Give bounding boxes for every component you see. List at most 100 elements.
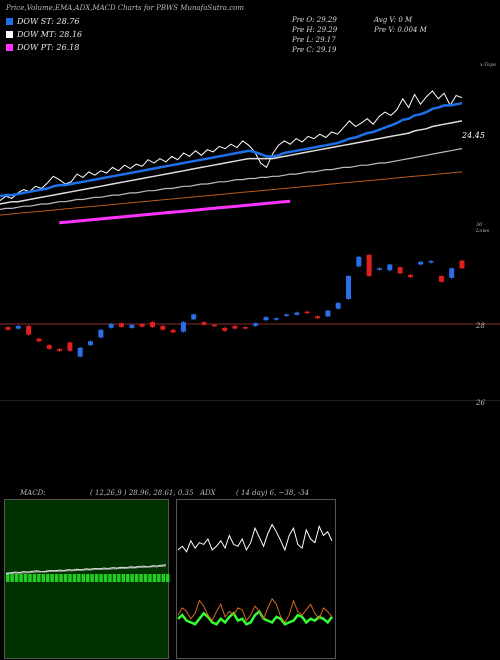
candle	[77, 347, 83, 357]
macd-histogram-bar	[77, 574, 81, 582]
candle	[160, 325, 166, 330]
macd-histogram-bar	[41, 574, 46, 582]
macd-histogram-bar	[126, 574, 130, 582]
adx-values: ( 14 day) 6, ~38, -34	[236, 489, 310, 497]
candle	[418, 261, 424, 265]
candle	[119, 323, 124, 327]
candle	[201, 322, 207, 325]
adx-adx-line	[177, 523, 333, 553]
series-ema-mid	[0, 120, 463, 205]
macd-histogram-bar	[157, 574, 161, 582]
candle	[57, 349, 63, 351]
series-ema-slow	[0, 148, 463, 211]
candle	[180, 322, 186, 332]
macd-histogram-bar	[161, 574, 166, 582]
series-price	[0, 90, 463, 202]
candle	[397, 267, 403, 274]
macd-histogram-bar	[117, 574, 121, 582]
candle	[191, 314, 197, 320]
upper-corner-label: x-Tops	[480, 62, 496, 68]
candle	[335, 302, 341, 309]
legend-dow-pt: DOW PT: 26.18	[6, 43, 79, 52]
candle	[294, 312, 300, 315]
candle	[459, 260, 465, 269]
candle	[36, 338, 42, 342]
candle	[108, 324, 114, 328]
macd-histogram-bar	[139, 574, 143, 582]
legend-label-pt: DOW PT: 26.18	[17, 43, 80, 52]
macd-values: ( 12,26,9 ) 28.96, 28.61, 0.35	[90, 489, 194, 497]
prev-volume: Pre V: 0.004 M	[374, 26, 427, 34]
macd-histogram-bar	[90, 574, 94, 582]
y-tick-1: 26	[475, 399, 485, 407]
candle	[263, 317, 269, 321]
macd-histogram-bar	[10, 574, 14, 582]
macd-histogram-bar	[50, 574, 54, 582]
avg-volume: Avg V: 0 M	[374, 16, 413, 24]
legend-swatch-pt	[6, 44, 13, 51]
macd-histogram-bar	[68, 574, 72, 582]
candle	[211, 324, 217, 327]
macd-histogram-bar	[72, 574, 77, 582]
macd-histogram-bar	[103, 574, 108, 582]
prev-open: Pre O: 29.29	[292, 16, 337, 24]
macd-histogram-bar	[152, 574, 157, 582]
macd-histogram-bar	[19, 574, 23, 582]
macd-histogram-bar	[14, 574, 19, 582]
macd-macd-line	[5, 564, 167, 574]
candle	[304, 311, 310, 314]
macd-histogram-bar	[134, 574, 139, 582]
candle	[366, 254, 372, 276]
macd-histogram-bar	[94, 574, 99, 582]
prev-low: Pre L: 29.17	[292, 36, 336, 44]
macd-histogram-bar	[99, 574, 103, 582]
macd-histogram-bar	[54, 574, 59, 582]
candle	[67, 342, 73, 351]
series-dow-pt	[59, 199, 291, 225]
candle	[242, 327, 248, 329]
legend-swatch-mt	[6, 31, 13, 38]
candle	[253, 323, 259, 326]
candle	[98, 329, 104, 338]
series-ema-long	[0, 171, 463, 216]
candle	[46, 345, 52, 349]
macd-histogram-bar	[46, 574, 50, 582]
candle	[150, 322, 155, 328]
macd-histogram-bar	[148, 574, 152, 582]
macd-histogram-bar	[108, 574, 112, 582]
macd-signal-line	[5, 565, 167, 575]
page-title: Price,Volume,EMA,ADX,MACD Charts for PBW…	[6, 4, 245, 12]
last-price-label: 24.45	[462, 131, 485, 140]
prev-close: Pre C: 29.19	[292, 46, 337, 54]
macd-histogram-bar	[143, 574, 148, 582]
macd-histogram-bar	[37, 574, 41, 582]
adx-title: ADX	[200, 489, 216, 497]
lower-corner-label: 30 - Lows	[476, 222, 490, 234]
macd-histogram-bar	[59, 574, 63, 582]
candle	[346, 276, 351, 299]
candle	[356, 256, 362, 267]
candle	[407, 274, 413, 278]
macd-histogram-bar	[81, 574, 86, 582]
adx-di-line	[177, 609, 333, 626]
macd-histogram-bar	[130, 574, 134, 582]
candle	[387, 264, 393, 271]
candle	[325, 310, 331, 317]
candle	[428, 261, 434, 263]
adx-panel	[176, 499, 336, 659]
macd-histogram-bar	[86, 574, 90, 582]
candle	[273, 318, 279, 320]
candle	[377, 268, 382, 270]
candle	[129, 324, 135, 328]
adx-di-line	[177, 597, 333, 624]
macd-histogram-bar	[112, 574, 117, 582]
candle	[232, 325, 238, 329]
candle	[88, 341, 93, 346]
macd-histogram-bar	[63, 574, 68, 582]
legend-label-mt: DOW MT: 28.16	[17, 30, 83, 39]
series-ema-fast	[0, 101, 463, 198]
y-tick-0: 28	[475, 322, 485, 330]
legend-dow-st: DOW ST: 28.76	[6, 17, 79, 26]
candle	[449, 268, 455, 278]
